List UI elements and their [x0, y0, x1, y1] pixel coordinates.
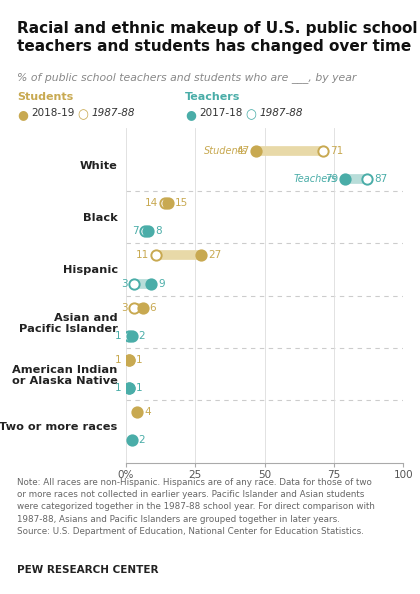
- Point: [197, 251, 204, 260]
- Point: [126, 355, 132, 364]
- Text: 2: 2: [139, 435, 145, 445]
- Text: 2018-19: 2018-19: [32, 108, 75, 118]
- Point: [164, 198, 171, 208]
- Text: 1: 1: [136, 383, 142, 393]
- Text: 2017-18: 2017-18: [200, 108, 243, 118]
- Text: 11: 11: [136, 251, 150, 260]
- Point: [126, 355, 132, 364]
- Point: [131, 279, 138, 288]
- Point: [139, 303, 146, 312]
- Text: 3: 3: [121, 279, 127, 289]
- Text: Note: All races are non-Hispanic. Hispanics are of any race. Data for those of t: Note: All races are non-Hispanic. Hispan…: [17, 478, 375, 536]
- Text: 15: 15: [175, 198, 188, 208]
- Point: [126, 383, 132, 393]
- Text: 1: 1: [115, 331, 122, 340]
- Text: Teachers: Teachers: [293, 174, 337, 184]
- Text: % of public school teachers and students who are ___, by year: % of public school teachers and students…: [17, 72, 356, 83]
- Text: 2: 2: [139, 331, 145, 340]
- Text: 1: 1: [115, 355, 122, 365]
- Point: [126, 331, 132, 340]
- Point: [341, 175, 348, 184]
- Text: ○: ○: [246, 108, 257, 121]
- Text: ●: ●: [17, 108, 28, 121]
- Text: ●: ●: [185, 108, 196, 121]
- Text: 8: 8: [155, 226, 162, 236]
- Text: 87: 87: [374, 174, 387, 184]
- Point: [131, 303, 138, 312]
- Point: [126, 383, 132, 393]
- Text: 7: 7: [132, 226, 139, 236]
- Text: Students: Students: [17, 92, 73, 102]
- Text: 1987-88: 1987-88: [260, 108, 303, 118]
- Point: [142, 227, 149, 236]
- Text: Teachers: Teachers: [185, 92, 240, 102]
- Text: 3: 3: [121, 302, 127, 312]
- Point: [128, 435, 135, 445]
- Point: [253, 146, 260, 156]
- Point: [153, 251, 160, 260]
- Text: 27: 27: [208, 251, 221, 260]
- Point: [161, 198, 168, 208]
- Text: 1987-88: 1987-88: [92, 108, 135, 118]
- Text: PEW RESEARCH CENTER: PEW RESEARCH CENTER: [17, 565, 158, 575]
- Text: 4: 4: [144, 407, 151, 417]
- Text: Students: Students: [205, 146, 248, 156]
- Point: [145, 227, 152, 236]
- Point: [364, 175, 370, 184]
- Text: 79: 79: [325, 174, 338, 184]
- Point: [147, 279, 154, 288]
- Text: 1: 1: [115, 383, 122, 393]
- Point: [320, 146, 326, 156]
- Text: 71: 71: [330, 146, 343, 156]
- Text: 1: 1: [136, 355, 142, 365]
- Text: 9: 9: [158, 279, 165, 289]
- Point: [128, 331, 135, 340]
- Text: ○: ○: [78, 108, 89, 121]
- Text: 14: 14: [144, 198, 158, 208]
- Text: 6: 6: [150, 302, 156, 312]
- Text: Racial and ethnic makeup of U.S. public school
teachers and students has changed: Racial and ethnic makeup of U.S. public …: [17, 21, 417, 54]
- Point: [134, 407, 140, 416]
- Text: 47: 47: [236, 146, 249, 156]
